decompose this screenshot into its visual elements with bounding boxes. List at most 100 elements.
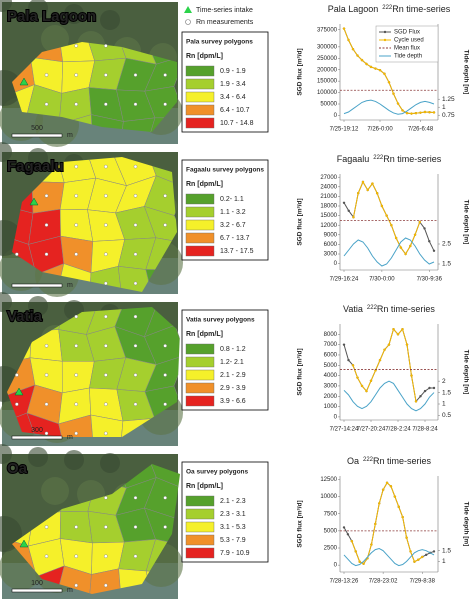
rn-measurement [104,73,108,77]
legend-item-label: 2.1 - 2.3 [220,498,246,505]
series-line [343,482,435,565]
map-texture [64,4,84,24]
x-tick-label: 7/27-14:24 [330,427,359,433]
chart: Fagaalu 222Rn time-series SGD flux [m³/d] T… [297,154,470,282]
rn-measurement [44,525,49,529]
y-tick-label: 0 [334,113,338,119]
chart: Vatia 222Rn time-series SGD flux [m³/d] Tid… [297,304,470,432]
data-point [432,550,436,553]
x-tick-label: 7/28-13:26 [330,579,359,585]
y2-tick-label: 1.25 [442,96,455,103]
rn-measurement [15,252,19,256]
data-point [421,555,424,559]
x-tick-label: 7/26-0:00 [367,127,393,133]
rn-measurement [104,194,108,198]
chart-title: Fagaalu 222Rn time-series [337,154,442,164]
y-tick-label: 5000 [324,528,338,534]
legend-label: SGD Flux [394,30,420,36]
rn-measurement [133,554,138,558]
rn-measurement [104,223,108,227]
map-texture [64,450,84,470]
data-point [390,224,393,227]
legend-swatch [185,91,215,103]
rn-measurement [133,252,138,256]
y-tick-label: 0 [334,563,338,569]
legend-swatch [185,245,215,257]
rn-measurement [44,252,49,256]
data-point [369,379,373,382]
rn-measurement [163,373,167,377]
intake-marker [29,197,39,206]
legend-unit: Rn [dpm/L] [186,331,223,338]
data-point [346,533,350,536]
data-point [392,327,395,331]
data-point [432,111,436,114]
chart-title-sup: 222 [373,155,384,161]
rn-measurement [44,194,49,198]
series-line [343,99,435,115]
data-point [419,395,422,398]
legend-swatch [185,343,215,355]
rn-measurement [74,554,78,558]
series-line [343,328,434,403]
rn-measurement [163,223,167,227]
data-point [389,485,393,488]
rn-measurement [163,344,167,348]
data-point [387,343,391,346]
y-axis-label: SGD flux [m³/d] [297,198,304,245]
rn-measurement [44,373,49,377]
legend-item-label: 3.4 - 6.4 [220,94,246,101]
rn-measurement [74,73,78,77]
rn-measurement [74,164,78,169]
data-point [371,182,374,185]
data-point [370,543,373,546]
legend-measurement-label: Rn measurements [196,19,254,26]
data-point [387,81,391,84]
y-tick-label: 7000 [324,342,338,348]
legend-unit: Rn [dpm/L] [186,181,223,188]
series-line [352,328,417,402]
y2-tick-label: 2 [442,378,446,385]
map-panel: Oa 100 m [0,444,183,599]
series-line [343,547,435,567]
x-tick-label: 7/29-16:24 [330,277,359,283]
map-legend: Vatia survey polygons Rn [dpm/L] 0.8 - 1.2… [181,309,269,411]
data-point [350,539,354,543]
data-point [401,109,404,112]
data-point [378,68,382,72]
data-point [383,72,386,76]
y2-tick-label: 1 [442,558,446,565]
legend-item-label: 6.7 - 13.7 [220,235,250,242]
rn-measurement [44,554,49,558]
data-point [428,386,431,390]
scale-unit: m [67,282,73,289]
rn-measurement [74,314,78,319]
chart: Oa 222Rn time-series SGD flux [m³/d] Tide d… [297,456,470,584]
legend-dot [383,30,387,34]
data-point [356,54,359,57]
data-point [360,384,364,388]
map-texture [0,292,12,312]
y-tick-label: 9000 [324,232,338,238]
rn-measurement [74,344,78,348]
rn-measurement [104,164,108,169]
data-point [369,65,373,69]
x-tick-label: 7/28-23:02 [369,579,398,585]
data-point [360,58,364,62]
rn-measurement [133,73,138,77]
legend-item-label: 3.9 - 6.6 [220,398,246,405]
legend-swatch [185,369,215,381]
rn-measurement [74,102,78,106]
legend-swatch [185,232,215,244]
legend-item-label: 2.3 - 3.1 [220,511,246,518]
y-tick-label: 5000 [324,363,338,369]
data-point [419,111,422,114]
chart-title-sup: 222 [367,305,378,311]
chart-title-tail: Rn time-series [373,456,432,466]
y-tick-label: 100000 [317,90,338,96]
rn-measurement [44,73,49,77]
legend-swatch [185,356,215,368]
map-title: Oa [7,460,28,477]
data-point [418,220,421,224]
rn-measurement [44,223,49,227]
